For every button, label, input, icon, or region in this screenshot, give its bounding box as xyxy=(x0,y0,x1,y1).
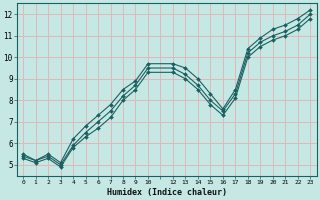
X-axis label: Humidex (Indice chaleur): Humidex (Indice chaleur) xyxy=(107,188,227,197)
